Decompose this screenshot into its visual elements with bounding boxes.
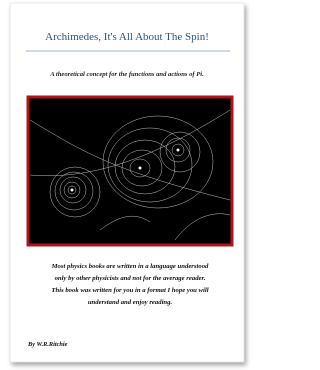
blurb-line: This book was written for you in a forma… <box>51 287 208 294</box>
subtitle: A theoretical concept for the functions … <box>49 71 204 78</box>
blurb-line: Most physics books are written in a lang… <box>51 263 209 270</box>
blurb-line: understand and enjoy reading. <box>88 299 173 306</box>
author: By W.R.Ritchie <box>27 341 68 348</box>
title: Archimedes, It's All About The Spin! <box>45 31 209 43</box>
cover-image <box>28 97 232 245</box>
blurb-line: only by other physicists and not for the… <box>55 275 206 282</box>
book-cover-screenshot: Archimedes, It's All About The Spin! A t… <box>0 0 255 370</box>
